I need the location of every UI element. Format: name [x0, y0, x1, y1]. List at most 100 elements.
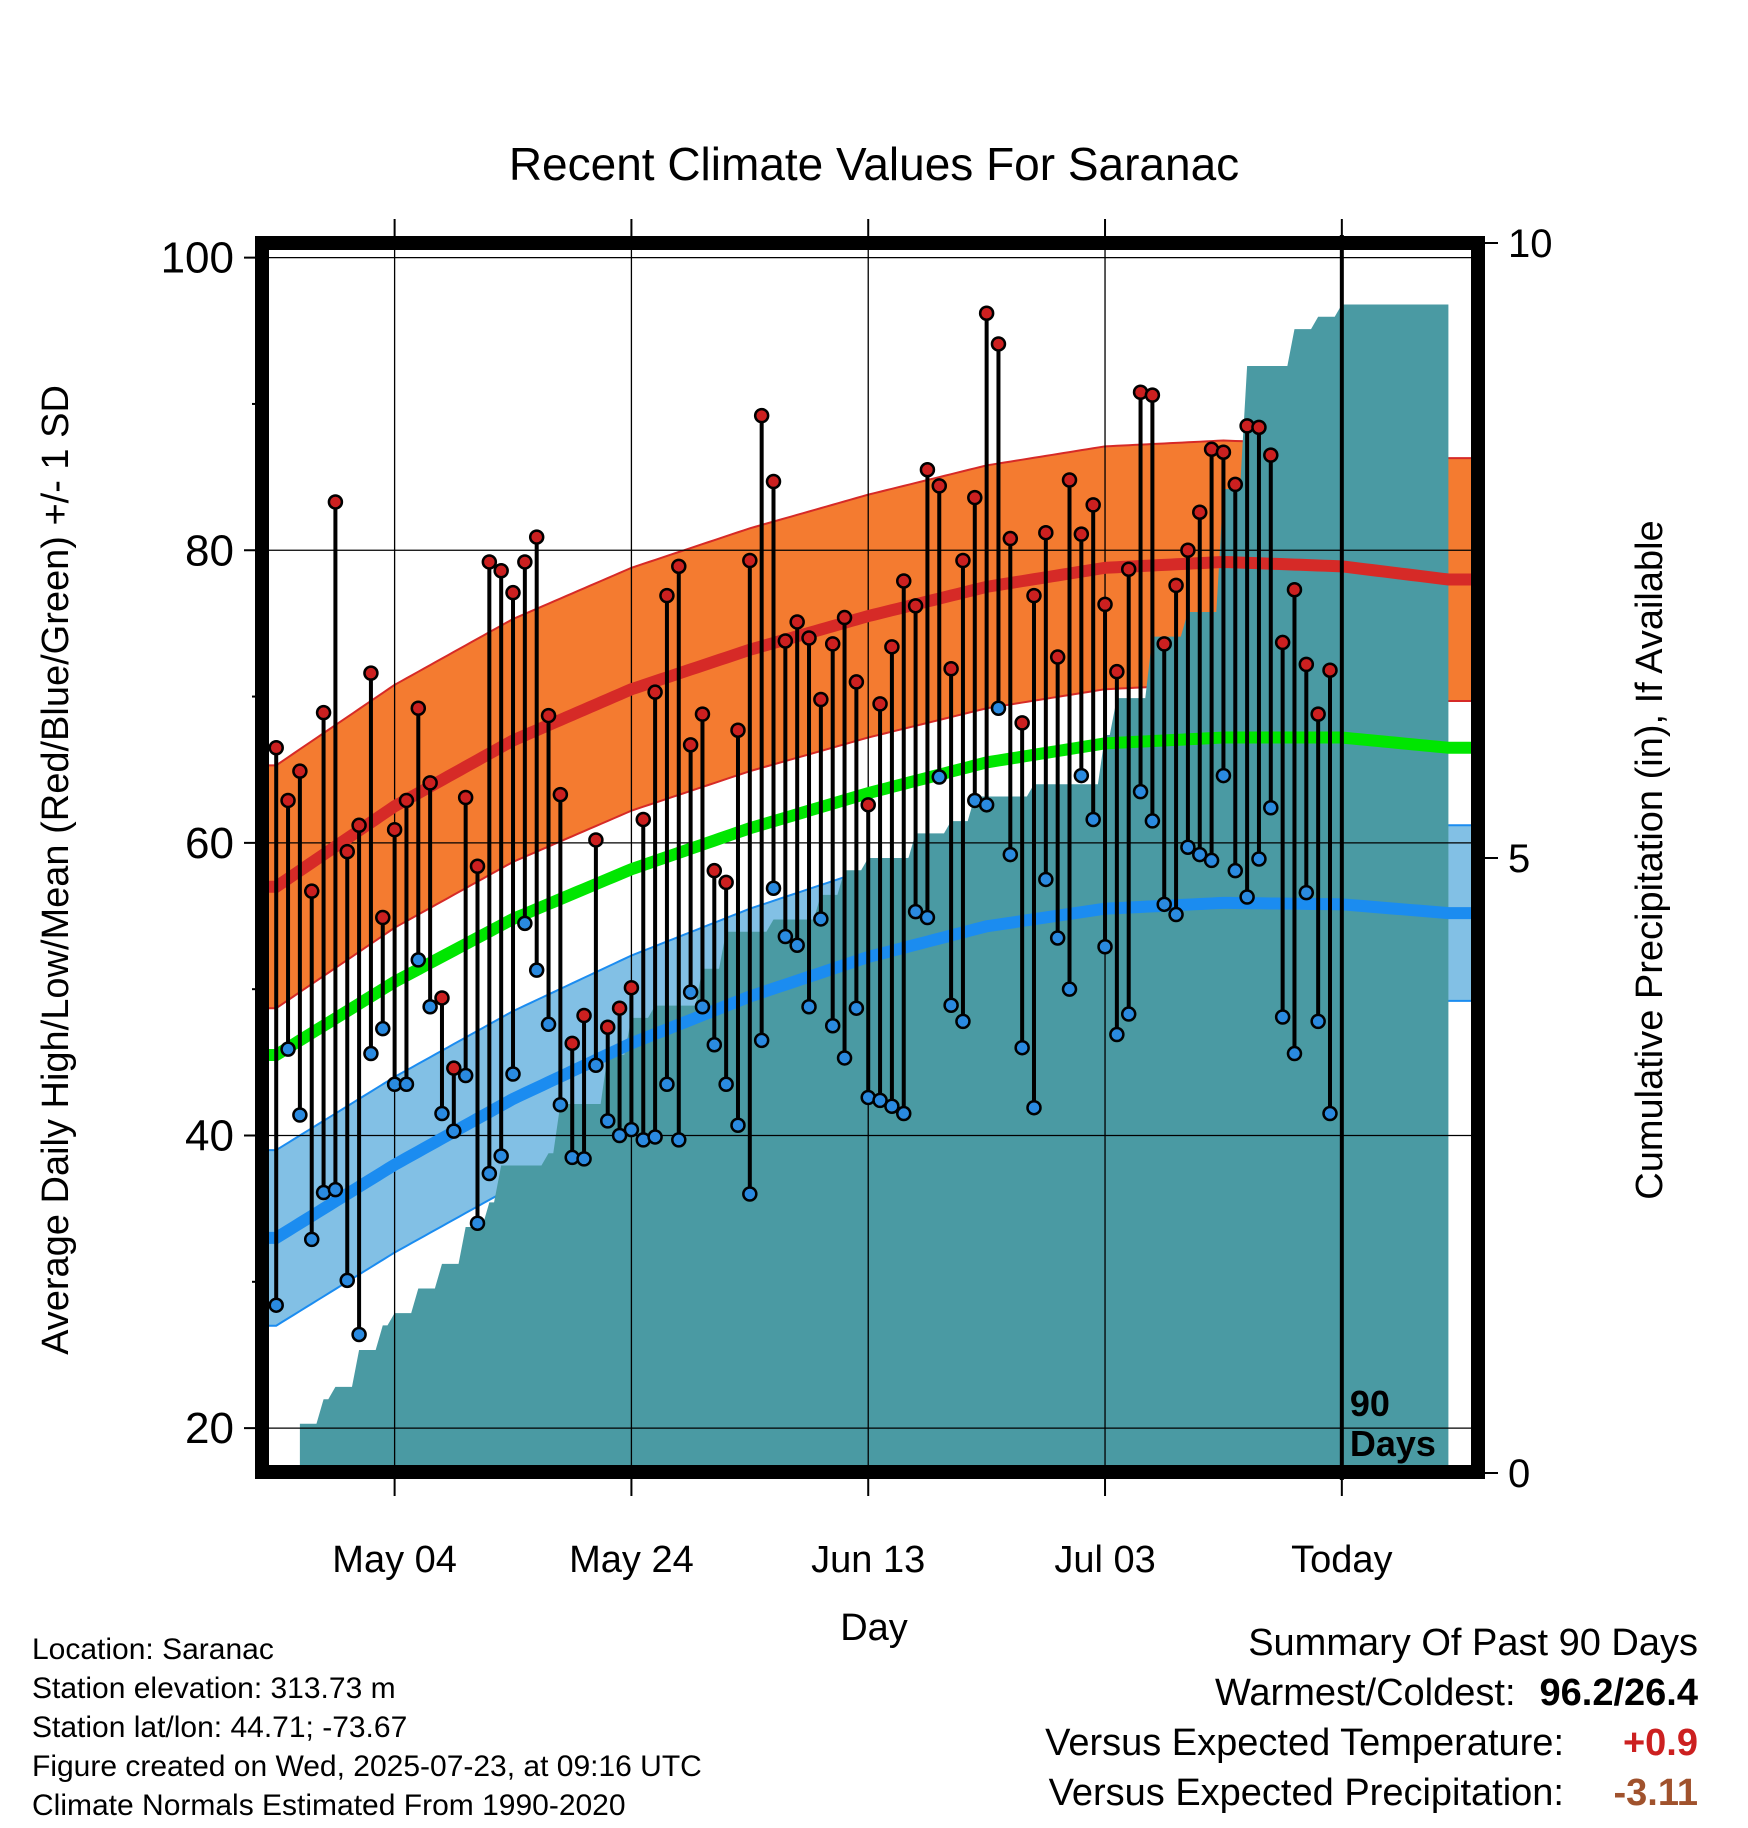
summary-precip-row: Versus Expected Precipitation: -3.11	[1045, 1768, 1698, 1818]
daily-high-point	[860, 797, 876, 813]
daily-high-point	[1156, 636, 1172, 652]
y2-tick-label: 5	[1508, 837, 1530, 881]
daily-high-point	[1073, 526, 1090, 542]
location-text: Location: Saranac	[32, 1633, 274, 1666]
daily-high-point	[599, 1019, 616, 1035]
daily-low-point	[1144, 813, 1161, 829]
daily-high-point	[789, 614, 805, 630]
daily-high-point	[481, 554, 498, 570]
daily-low-point	[1298, 884, 1315, 901]
summary-temp-row: Versus Expected Temperature: +0.9	[1045, 1718, 1698, 1768]
y2-tick-label: 10	[1508, 222, 1553, 266]
y-tick-label: 80	[185, 526, 234, 575]
daily-low-point	[1239, 889, 1255, 905]
daily-high-point	[824, 636, 841, 652]
daily-low-point	[1085, 811, 1101, 828]
daily-high-point	[386, 821, 403, 838]
temp-departure-value: +0.9	[1622, 1722, 1698, 1764]
daily-low-point	[552, 1097, 569, 1113]
daily-low-point	[576, 1151, 592, 1167]
daily-low-point	[1073, 767, 1090, 784]
daily-high-point	[1085, 497, 1101, 513]
daily-low-point	[1038, 871, 1054, 888]
daily-low-point	[1097, 938, 1113, 955]
daily-low-point	[990, 700, 1007, 717]
daily-low-point	[1168, 906, 1184, 923]
daily-low-point	[1286, 1045, 1303, 1062]
daily-high-point	[1120, 561, 1137, 578]
daily-high-point	[315, 704, 332, 721]
summary-title: Summary Of Past 90 Days	[1248, 1622, 1698, 1664]
daily-high-point	[1322, 662, 1338, 678]
daily-high-point	[884, 639, 900, 655]
daily-low-point	[363, 1045, 379, 1062]
daily-high-point	[1251, 419, 1267, 436]
daily-low-point	[978, 797, 995, 813]
daily-low-point	[1049, 930, 1066, 946]
x-tick-label: Jul 03	[1054, 1539, 1155, 1581]
daily-high-point	[647, 684, 663, 700]
daily-high-point	[730, 722, 746, 738]
daily-low-point	[540, 1016, 557, 1033]
daily-low-point	[1156, 896, 1172, 913]
daily-high-point	[955, 552, 971, 569]
x-axis-label: Day	[840, 1607, 908, 1649]
daily-high-point	[706, 862, 723, 879]
daily-high-point	[1227, 476, 1244, 493]
daily-low-point	[1002, 846, 1019, 863]
normals-period-text: Climate Normals Estimated From 1990-2020	[32, 1789, 626, 1822]
daily-low-point	[777, 928, 794, 945]
daily-high-point	[540, 707, 557, 724]
precip-departure-value: -3.11	[1613, 1772, 1698, 1814]
daily-high-point	[410, 700, 427, 717]
daily-high-point	[1026, 587, 1042, 604]
daily-high-point	[931, 478, 948, 494]
daily-high-point	[682, 737, 699, 753]
y-axis-label: Average Daily High/Low/Mean (Red/Blue/Gr…	[35, 385, 77, 1355]
daily-high-point	[1109, 663, 1125, 680]
x-tick-label: Today	[1291, 1539, 1392, 1581]
daily-low-point	[623, 1121, 640, 1138]
daily-low-point	[824, 1018, 841, 1034]
daily-low-point	[327, 1181, 344, 1198]
daily-low-point	[895, 1105, 912, 1122]
daily-low-point	[931, 769, 948, 785]
daily-high-point	[978, 305, 995, 321]
created-text: Figure created on Wed, 2025-07-23, at 09…	[32, 1750, 702, 1783]
daily-high-point	[813, 691, 829, 708]
daily-high-point	[777, 633, 794, 649]
y2-axis-label: Cumulative Precipitation (in), If Availa…	[1629, 520, 1671, 1199]
daily-high-point	[1286, 582, 1303, 598]
today-marker-label-bottom: Days	[1350, 1423, 1436, 1464]
daily-low-point	[872, 1092, 888, 1109]
y-tick-label: 60	[185, 819, 234, 868]
daily-high-point	[1180, 542, 1196, 558]
warm-cold-label: Warmest/Coldest:	[1214, 1672, 1516, 1714]
daily-high-point	[268, 740, 284, 756]
daily-low-point	[1014, 1039, 1030, 1056]
daily-low-point	[351, 1326, 367, 1343]
y-tick-label: 40	[185, 1111, 234, 1160]
daily-low-point	[528, 962, 545, 978]
daily-low-point	[730, 1117, 746, 1133]
daily-low-point	[1180, 839, 1196, 856]
daily-low-point	[1061, 981, 1078, 997]
daily-low-point	[801, 998, 817, 1015]
daily-high-point	[280, 792, 296, 809]
daily-high-point	[457, 789, 474, 806]
daily-high-point	[528, 529, 545, 545]
daily-low-point	[682, 984, 699, 1000]
daily-high-point	[469, 858, 486, 875]
daily-high-point	[564, 1035, 580, 1052]
daily-high-point	[872, 696, 888, 712]
daily-high-point	[446, 1060, 462, 1076]
daily-high-point	[434, 990, 450, 1006]
daily-low-point	[517, 915, 533, 932]
daily-high-point	[1310, 706, 1326, 722]
daily-low-point	[434, 1105, 450, 1122]
y2-tick-label: 0	[1508, 1452, 1530, 1496]
daily-low-point	[907, 903, 924, 920]
daily-low-point	[671, 1132, 687, 1148]
daily-low-point	[1120, 1006, 1137, 1022]
daily-high-point	[1168, 577, 1184, 594]
